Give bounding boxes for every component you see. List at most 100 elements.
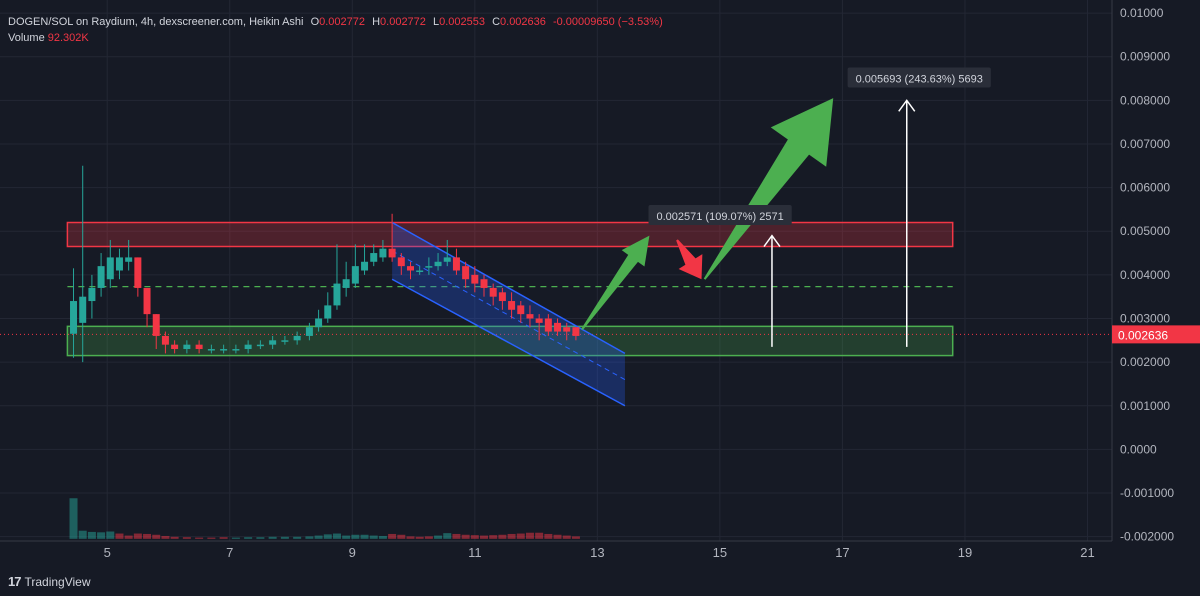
y-tick-label: 0.002000 <box>1120 355 1170 369</box>
candle-body <box>517 305 525 315</box>
volume-bar <box>544 533 553 539</box>
y-tick-label: 0.003000 <box>1120 311 1170 325</box>
y-tick-label: 0.005000 <box>1120 224 1170 238</box>
volume-bar <box>351 534 360 539</box>
volume-bar <box>256 537 265 539</box>
candle-body <box>220 349 228 351</box>
volume-bar <box>170 536 179 539</box>
candle-body <box>281 340 289 342</box>
candle-body <box>207 349 215 351</box>
green-arrow-icon <box>703 98 834 280</box>
x-tick-label: 21 <box>1080 545 1094 560</box>
candle-body <box>489 287 497 297</box>
volume-bar <box>480 535 489 539</box>
y-tick-label: 0.001000 <box>1120 399 1170 413</box>
ohlc-line: DOGEN/SOL on Raydium, 4h, dexscreener.co… <box>8 14 663 30</box>
volume-bar <box>161 535 170 539</box>
measure-label-2: 0.005693 (243.63%) 5693 <box>856 74 983 86</box>
volume-bar <box>305 536 314 539</box>
descending-channel <box>392 222 625 406</box>
candle-body <box>443 257 451 262</box>
volume-bar <box>87 531 96 539</box>
candle-body <box>244 344 252 350</box>
volume-bar <box>143 533 152 539</box>
volume-bar <box>397 534 406 539</box>
measure-label-1: 0.002571 (109.07%) 2571 <box>656 211 783 223</box>
x-tick-label: 17 <box>835 545 849 560</box>
volume-bar <box>461 534 470 539</box>
brand-name: TradingView <box>24 574 91 589</box>
volume-bar <box>489 535 498 539</box>
volume-bar <box>219 537 228 539</box>
y-tick-label: 0.004000 <box>1120 268 1170 282</box>
open-value: 0.002772 <box>319 16 366 28</box>
volume-bar <box>293 536 302 539</box>
candle-body <box>397 257 405 267</box>
y-tick-label: 0.008000 <box>1120 93 1170 107</box>
volume-bar <box>507 533 516 539</box>
candle-body <box>152 314 160 336</box>
candle-body <box>452 257 460 271</box>
high-value: 0.002772 <box>380 16 426 28</box>
candle-body <box>333 283 341 306</box>
candle-body <box>351 266 359 284</box>
x-tick-label: 11 <box>468 545 482 560</box>
candle-body <box>161 335 169 345</box>
candle-body <box>315 318 323 328</box>
x-tick-label: 9 <box>349 545 356 560</box>
candle-body <box>195 344 203 350</box>
x-tick-label: 5 <box>104 545 111 560</box>
volume-bar <box>470 535 479 539</box>
volume-line: Volume 92.302K <box>8 30 663 46</box>
volume-bar <box>69 498 78 539</box>
channel-top-line <box>391 221 626 355</box>
candle-body <box>416 270 424 272</box>
volume-bar <box>323 534 332 539</box>
candle-body <box>324 305 332 319</box>
candle-body <box>388 248 396 258</box>
volume-bar <box>231 537 240 539</box>
candle-body <box>480 279 488 288</box>
candle-body <box>544 318 552 332</box>
red-arrow-icon <box>676 239 703 280</box>
volume-bar <box>207 537 216 539</box>
y-tick-label: 0.01000 <box>1120 6 1164 20</box>
volume-bar <box>443 533 452 539</box>
candle-body <box>535 318 543 323</box>
symbol-label: DOGEN/SOL on Raydium, 4h, dexscreener.co… <box>8 16 304 28</box>
candle-body <box>508 301 516 310</box>
volume-bar <box>195 537 204 539</box>
volume-bar <box>133 533 142 539</box>
tradingview-brand[interactable]: 17 TradingView <box>8 574 91 589</box>
y-tick-label: -0.001000 <box>1120 486 1174 500</box>
volume-bar <box>244 537 253 539</box>
candle-body <box>563 327 571 332</box>
volume-bar <box>434 535 443 539</box>
volume-bar <box>571 536 580 539</box>
candle-body <box>370 253 378 262</box>
volume-bar <box>535 532 544 539</box>
x-tick-label: 15 <box>713 545 727 560</box>
volume-bar <box>332 533 341 539</box>
volume-bar <box>152 534 161 539</box>
x-tick-label: 19 <box>958 545 972 560</box>
measure-label-box <box>648 204 792 225</box>
support-zone <box>66 325 954 357</box>
candle-body <box>125 257 133 262</box>
close-label: C <box>492 16 501 28</box>
volume-bar <box>342 535 351 539</box>
volume-bar <box>124 535 133 539</box>
volume-bar <box>115 533 124 539</box>
volume-label: Volume <box>8 32 45 44</box>
candle-body <box>143 287 151 315</box>
candle-body <box>471 274 479 284</box>
volume-bar <box>424 536 433 539</box>
candle-body <box>115 257 123 271</box>
y-tick-label: 0.0000 <box>1120 442 1157 456</box>
volume-bar <box>360 534 369 539</box>
channel-bottom-line <box>391 278 626 407</box>
last-price-label: 0.002636 <box>1118 328 1168 342</box>
high-label: H <box>372 16 381 28</box>
volume-bar <box>452 533 461 539</box>
